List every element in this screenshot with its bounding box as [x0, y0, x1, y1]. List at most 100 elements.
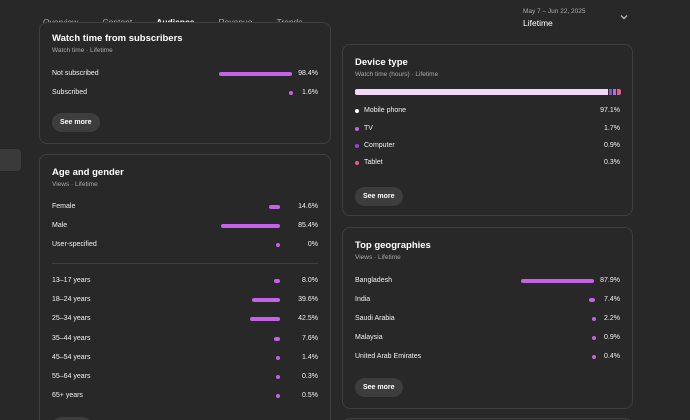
list-item: Not subscribed 98.4% [52, 68, 318, 80]
device-type-card: Device type Watch time (hours) · Lifetim… [342, 44, 633, 216]
row-bar [592, 317, 596, 321]
row-bar [252, 298, 280, 302]
row-bar [589, 298, 595, 302]
row-value: 0.9% [604, 334, 620, 341]
row-value: 8.0% [302, 277, 318, 284]
card-title: Watch time from subscribers [52, 33, 183, 44]
card-subtitle: Views · Lifetime [52, 181, 98, 188]
see-more-button[interactable]: See more [355, 378, 403, 397]
row-bar [276, 243, 280, 247]
list-item: Male 85.4% [52, 220, 318, 232]
row-label: Male [52, 222, 68, 229]
card-subtitle: Watch time · Lifetime [52, 47, 113, 54]
card-title: Top geographies [355, 240, 431, 251]
row-label: Mobile phone [364, 107, 407, 114]
row-bar [521, 279, 594, 283]
list-item: Mobile phone 97.1% [355, 105, 620, 117]
sidebar-selected-item[interactable] [0, 149, 21, 171]
bar-segment-mobile-phone [355, 89, 609, 95]
row-label: 55–64 years [52, 373, 91, 380]
bar-segment-tablet [617, 89, 621, 95]
row-label: Tablet [364, 159, 383, 166]
row-label: 25–34 years [52, 315, 91, 322]
row-label: TV [364, 125, 373, 132]
legend-dot [355, 127, 359, 131]
age-gender-card: Age and gender Views · Lifetime Female 1… [39, 154, 331, 420]
date-range-dates: May 7 – Jun 22, 2025 [523, 8, 586, 15]
list-item: 18–24 years 39.6% [52, 294, 318, 306]
list-item: 35–44 years 7.6% [52, 333, 318, 345]
see-more-button[interactable]: See more [52, 113, 100, 132]
subscribers-card: Watch time from subscribers Watch time ·… [39, 22, 331, 144]
list-item: 65+ years 0.5% [52, 390, 318, 402]
row-bar [221, 224, 280, 228]
row-value: 39.6% [298, 296, 318, 303]
row-label: Bangladesh [355, 277, 392, 284]
legend-dot [355, 144, 359, 148]
row-bar [274, 337, 280, 341]
row-label: United Arab Emirates [355, 353, 422, 360]
row-label: 18–24 years [52, 296, 91, 303]
row-value: 0.5% [302, 392, 318, 399]
see-more-button[interactable]: See more [355, 187, 403, 206]
bar-segment-computer [613, 89, 617, 95]
row-label: Malaysia [355, 334, 383, 341]
date-range-period: Lifetime [523, 18, 553, 28]
row-value: 7.6% [302, 335, 318, 342]
row-value: 1.7% [604, 125, 620, 132]
list-item: Tablet 0.3% [355, 157, 620, 169]
row-value: 7.4% [604, 296, 620, 303]
row-value: 14.6% [298, 203, 318, 210]
row-value: 0% [307, 241, 318, 248]
list-item: 13–17 years 8.0% [52, 275, 318, 287]
row-label: Computer [364, 142, 395, 149]
list-item: India 7.4% [355, 294, 620, 306]
row-value: 0.9% [604, 142, 620, 149]
list-item: Computer 0.9% [355, 140, 620, 152]
row-label: Subscribed [52, 89, 88, 96]
date-range-picker[interactable]: May 7 – Jun 22, 2025 Lifetime [523, 8, 586, 28]
row-bar [276, 356, 280, 360]
list-item: 45–54 years 1.4% [52, 352, 318, 364]
row-value: 1.6% [302, 89, 318, 96]
bar-segment-tv [609, 89, 613, 95]
card-subtitle: Watch time (hours) · Lifetime [355, 71, 439, 78]
row-label: 13–17 years [52, 277, 91, 284]
top-geographies-card: Top geographies Views · Lifetime Banglad… [342, 227, 633, 409]
row-bar [289, 91, 293, 95]
row-value: 85.4% [298, 222, 318, 229]
divider [52, 263, 318, 264]
list-item: Subscribed 1.6% [52, 87, 318, 99]
legend-dot [355, 109, 359, 113]
list-item: United Arab Emirates 0.4% [355, 351, 620, 363]
list-item: Bangladesh 87.9% [355, 275, 620, 287]
card-title: Device type [355, 57, 408, 68]
row-bar [219, 72, 292, 76]
row-label: Not subscribed [52, 70, 99, 77]
list-item: 25–34 years 42.5% [52, 313, 318, 325]
list-item: User-specified 0% [52, 239, 318, 251]
row-label: Saudi Arabia [355, 315, 395, 322]
row-value: 87.9% [600, 277, 620, 284]
card-subtitle: Views · Lifetime [355, 254, 401, 261]
list-item: Saudi Arabia 2.2% [355, 313, 620, 325]
row-label: India [355, 296, 371, 303]
row-value: 97.1% [600, 107, 620, 114]
row-bar [592, 336, 596, 340]
chevron-down-icon[interactable] [619, 12, 629, 22]
row-label: User-specified [52, 241, 97, 248]
left-sidebar [0, 0, 22, 420]
list-item: Female 14.6% [52, 201, 318, 213]
row-bar [269, 205, 280, 209]
row-value: 1.4% [302, 354, 318, 361]
row-label: Female [52, 203, 76, 210]
legend-dot [355, 161, 359, 165]
list-item: 55–64 years 0.3% [52, 371, 318, 383]
row-bar [592, 355, 596, 359]
row-label: 35–44 years [52, 335, 91, 342]
row-bar [274, 279, 280, 283]
see-more-button[interactable] [52, 417, 92, 420]
card-title: Age and gender [52, 167, 124, 178]
list-item: Malaysia 0.9% [355, 332, 620, 344]
row-value: 0.3% [302, 373, 318, 380]
